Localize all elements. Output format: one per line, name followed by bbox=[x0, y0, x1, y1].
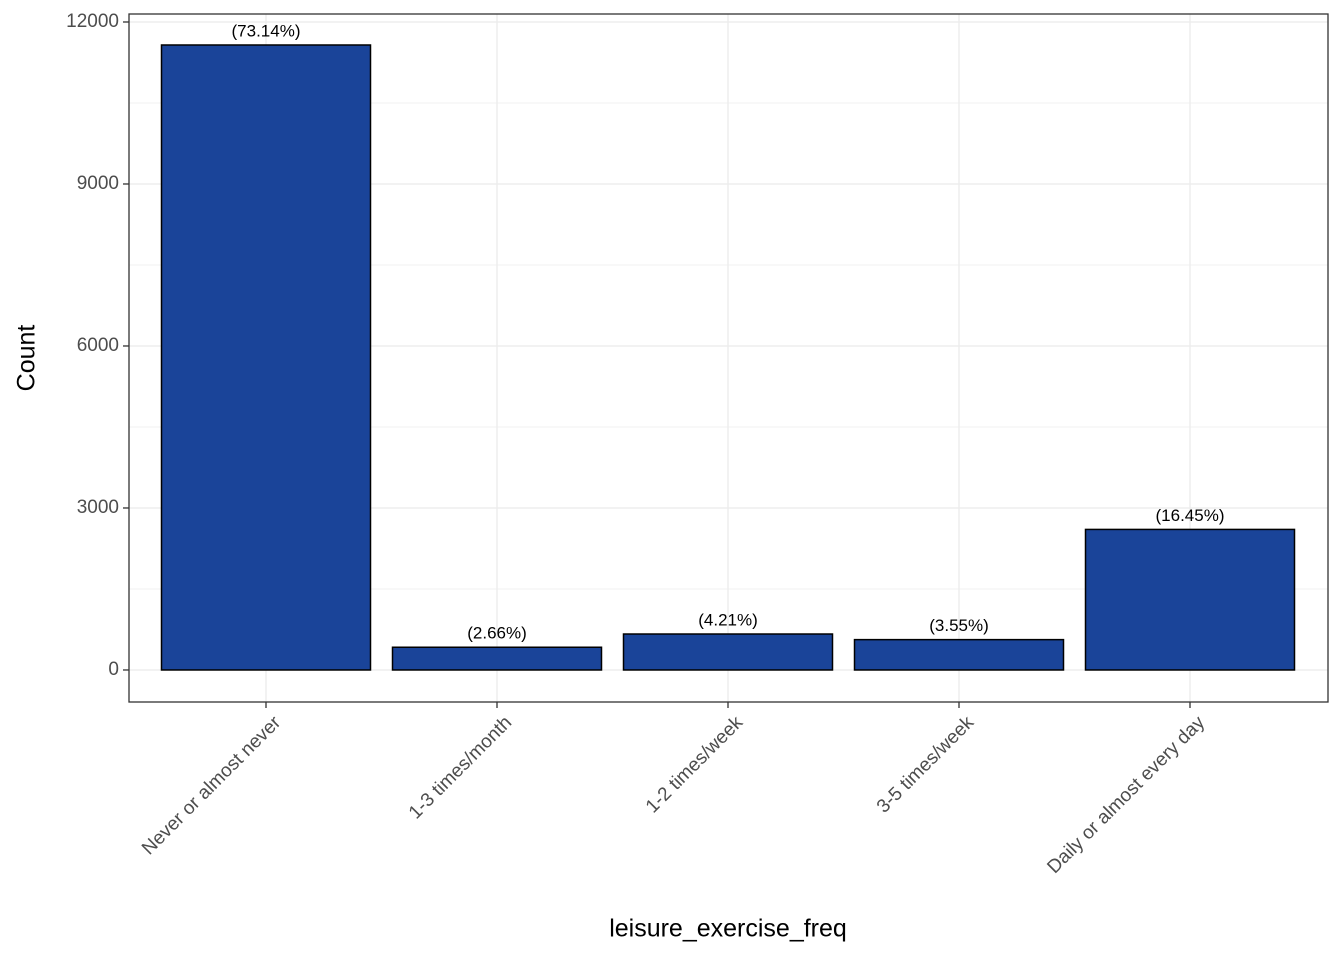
y-tick-label: 12000 bbox=[66, 11, 119, 32]
data-label: (73.14%) bbox=[232, 21, 301, 40]
bar bbox=[622, 633, 834, 671]
data-label: (4.21%) bbox=[698, 610, 758, 629]
y-tick-label: 9000 bbox=[77, 173, 119, 194]
x-axis-title: leisure_exercise_freq bbox=[609, 915, 847, 943]
y-axis-title: Count bbox=[13, 325, 41, 392]
data-label: (2.66%) bbox=[467, 624, 527, 643]
data-label: (16.45%) bbox=[1156, 506, 1225, 525]
y-tick-label: 6000 bbox=[77, 335, 119, 356]
y-tick-label: 3000 bbox=[77, 497, 119, 518]
data-label: (3.55%) bbox=[929, 616, 989, 635]
bar bbox=[391, 646, 603, 671]
panel-border bbox=[128, 13, 1329, 703]
y-tick-label: 0 bbox=[108, 659, 119, 680]
bar bbox=[853, 638, 1065, 671]
bar bbox=[160, 44, 372, 671]
bar bbox=[1084, 528, 1296, 671]
